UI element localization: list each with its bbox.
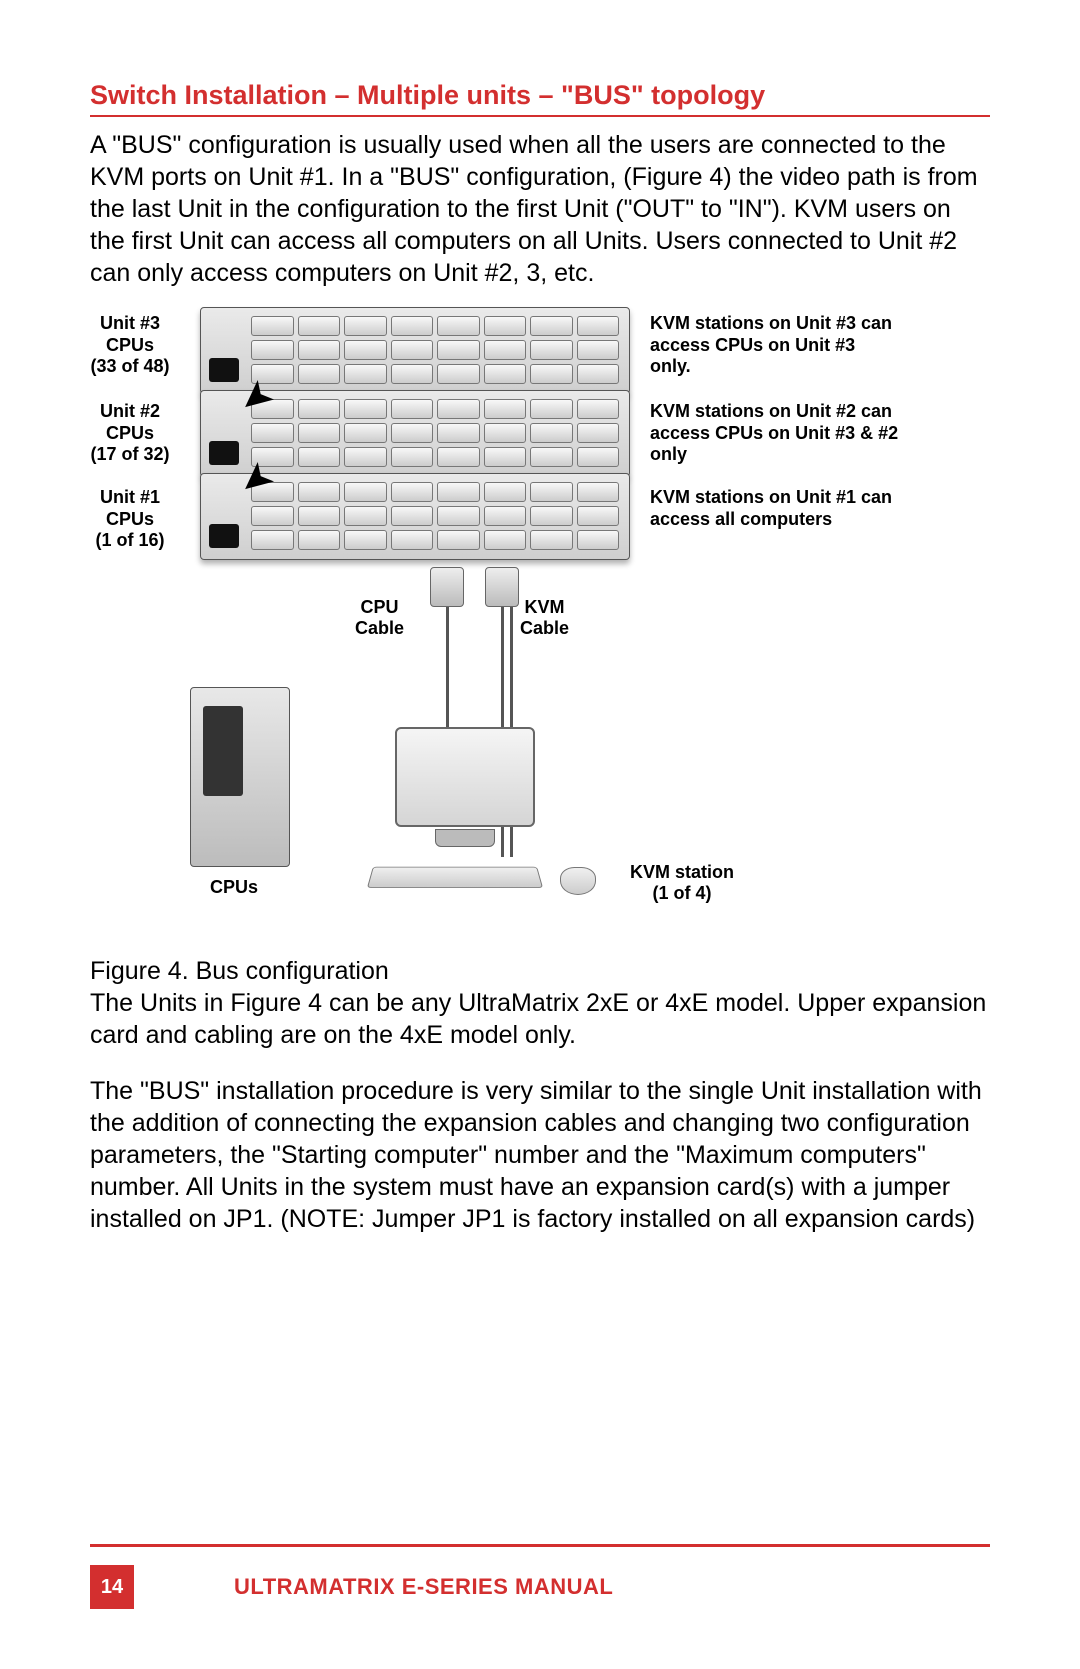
- rack-stack: [200, 307, 630, 556]
- label-line: Unit #3: [100, 313, 160, 333]
- keyboard-icon: [367, 867, 543, 888]
- kvm-station-label: KVM station (1 of 4): [630, 862, 734, 904]
- cpu-cable-line: [446, 607, 449, 727]
- page-footer: 14 ULTRAMATRIX E-SERIES MANUAL: [90, 1544, 990, 1609]
- label-line: Unit #1: [100, 487, 160, 507]
- monitor-icon: [390, 727, 540, 857]
- label-line: Unit #2: [100, 401, 160, 421]
- label-line: (33 of 48): [90, 356, 169, 376]
- unit1-right-label: KVM stations on Unit #1 can access all c…: [650, 487, 900, 530]
- unit1-left-label: Unit #1 CPUs (1 of 16): [80, 487, 180, 552]
- cpus-label: CPUs: [210, 877, 258, 898]
- cpu-tower-icon: [190, 687, 290, 867]
- label-line: CPUs: [106, 509, 154, 529]
- footer-rule: [90, 1544, 990, 1547]
- unit3-right-label: KVM stations on Unit #3 can access CPUs …: [650, 313, 900, 378]
- figure-note: The Units in Figure 4 can be any UltraMa…: [90, 987, 990, 1051]
- page-heading: Switch Installation – Multiple units – "…: [90, 80, 990, 117]
- label-line: (1 of 16): [95, 530, 164, 550]
- procedure-paragraph: The "BUS" installation procedure is very…: [90, 1075, 990, 1235]
- kvm-cable-label: KVM Cable: [520, 597, 569, 639]
- footer-manual-title: ULTRAMATRIX E-SERIES MANUAL: [234, 1574, 613, 1600]
- label-line: (17 of 32): [90, 444, 169, 464]
- figure-caption: Figure 4. Bus configuration: [90, 955, 990, 987]
- page-number: 14: [90, 1565, 134, 1609]
- bus-topology-diagram: Unit #3 CPUs (33 of 48) Unit #2 CPUs (17…: [90, 307, 990, 947]
- mouse-icon: [560, 867, 596, 895]
- unit2-right-label: KVM stations on Unit #2 can access CPUs …: [650, 401, 900, 466]
- kvm-cable-connector: [485, 567, 519, 607]
- label-line: CPUs: [106, 335, 154, 355]
- intro-paragraph: A "BUS" configuration is usually used wh…: [90, 129, 990, 289]
- cpu-cable-connector: [430, 567, 464, 607]
- unit2-left-label: Unit #2 CPUs (17 of 32): [80, 401, 180, 466]
- label-line: CPUs: [106, 423, 154, 443]
- unit3-left-label: Unit #3 CPUs (33 of 48): [80, 313, 180, 378]
- cpu-cable-label: CPU Cable: [355, 597, 404, 639]
